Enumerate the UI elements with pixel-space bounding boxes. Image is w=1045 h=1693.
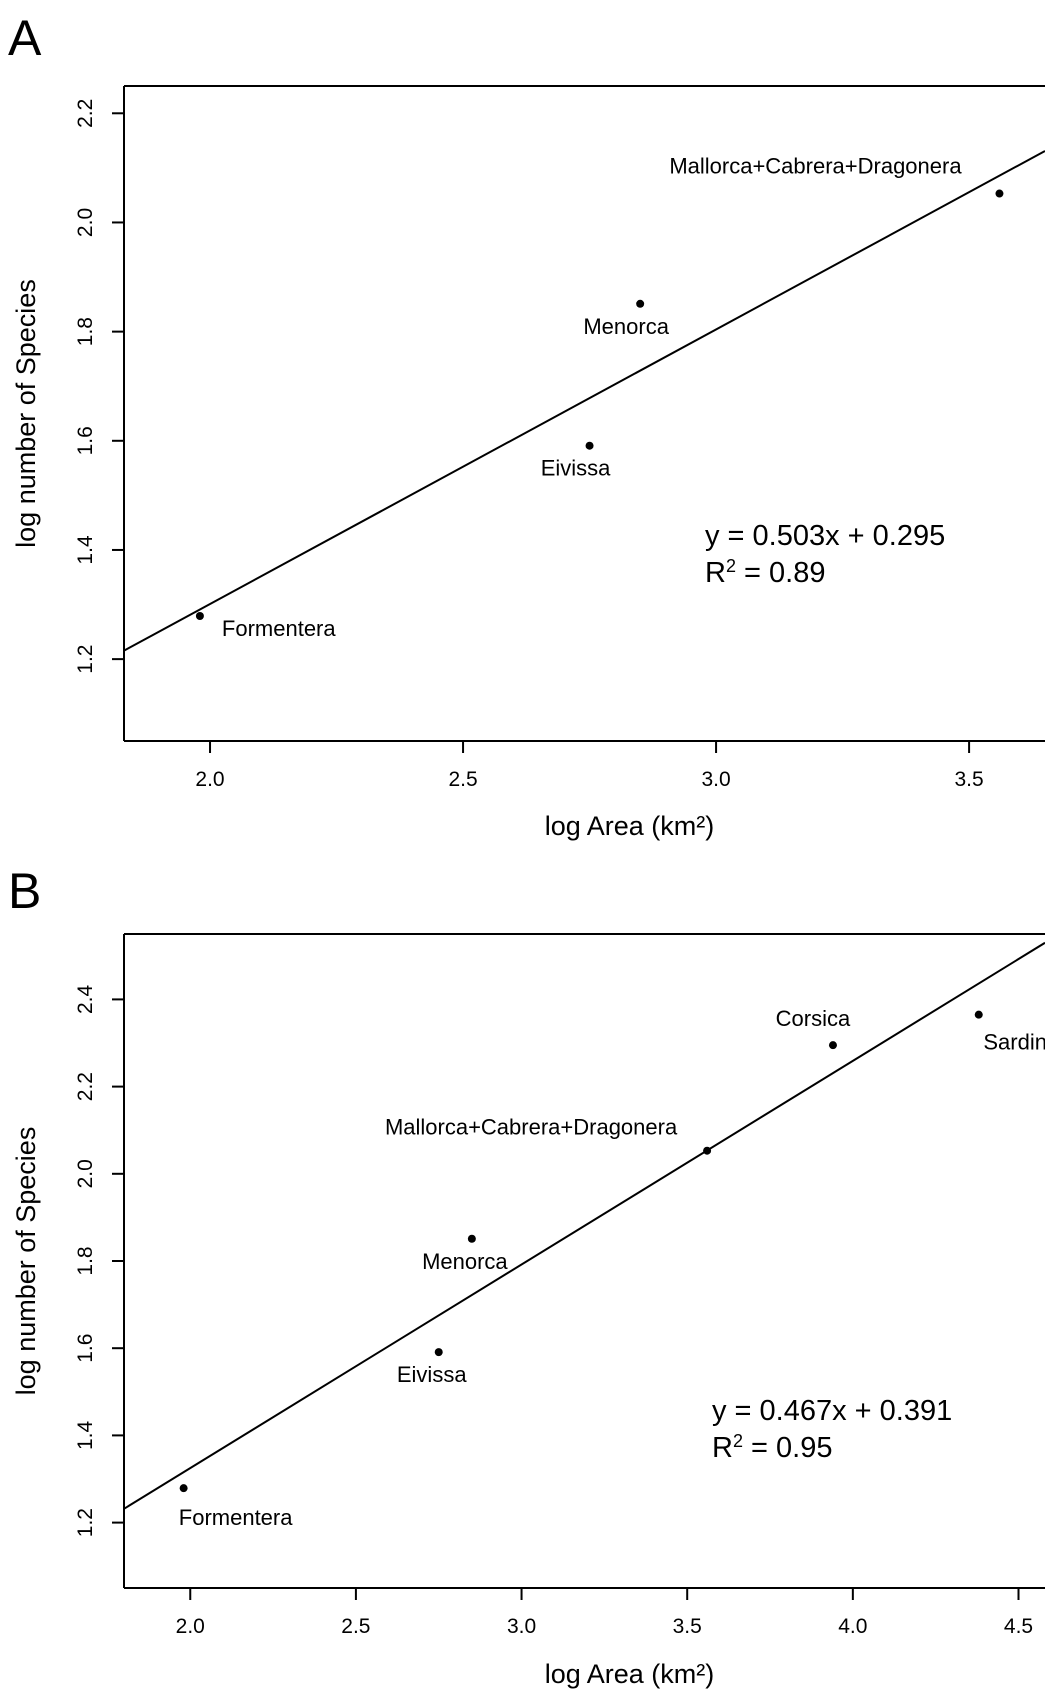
x-axis-label: log Area (km²) — [545, 1659, 715, 1689]
data-point — [995, 189, 1004, 198]
y-tick-label: 1.2 — [74, 1508, 97, 1537]
regression-line — [124, 150, 1045, 652]
x-tick-label: 3.5 — [954, 768, 983, 791]
x-tick-label: 3.5 — [673, 1615, 702, 1638]
regression-equation: y = 0.467x + 0.391 — [712, 1395, 952, 1427]
y-tick-label: 2.0 — [74, 208, 97, 237]
data-point — [467, 1234, 476, 1243]
r-squared-label: R2 = 0.89 — [705, 556, 825, 589]
point-label: Sardinia — [983, 1030, 1045, 1055]
x-tick-label: 4.0 — [838, 1615, 867, 1638]
r-squared-label: R2 = 0.95 — [712, 1431, 832, 1464]
point-label: Menorca — [422, 1249, 508, 1274]
data-point — [636, 299, 645, 308]
x-tick-label: 2.5 — [448, 768, 477, 791]
y-tick-label: 1.2 — [74, 645, 97, 674]
regression-line — [124, 941, 1045, 1510]
x-tick-label: 4.5 — [1004, 1615, 1033, 1638]
data-point — [179, 1484, 188, 1493]
point-label: Formentera — [179, 1505, 293, 1530]
y-axis-label: log number of Species — [11, 279, 41, 548]
x-tick-label: 2.5 — [341, 1615, 370, 1638]
y-tick-label: 1.6 — [74, 1334, 97, 1363]
point-label: Mallorca+Cabrera+Dragonera — [669, 154, 962, 179]
y-tick-label: 1.8 — [74, 1246, 97, 1275]
x-tick-label: 2.0 — [195, 768, 224, 791]
data-point — [434, 1348, 443, 1357]
data-point — [828, 1041, 837, 1050]
y-tick-label: 1.6 — [74, 426, 97, 455]
data-point — [585, 441, 594, 450]
x-tick-label: 3.0 — [701, 768, 730, 791]
point-label: Corsica — [776, 1006, 851, 1031]
point-label: Eivissa — [541, 456, 611, 481]
point-label: Menorca — [583, 314, 669, 339]
y-tick-label: 1.4 — [74, 535, 97, 565]
data-point — [703, 1146, 712, 1155]
panel-letter: A — [8, 10, 42, 66]
point-label: Mallorca+Cabrera+Dragonera — [385, 1115, 678, 1140]
x-axis-label: log Area (km²) — [545, 811, 715, 841]
y-tick-label: 2.0 — [74, 1159, 97, 1188]
y-tick-label: 2.2 — [74, 1072, 97, 1101]
panel-a: A 2.0 2.5 3.0 3.5 1.2 1.4 1.6 1.8 2.0 2.2 log Area … — [8, 10, 1045, 841]
regression-equation: y = 0.503x + 0.295 — [705, 520, 945, 552]
y-axis-label: log number of Species — [11, 1127, 41, 1396]
data-point — [195, 612, 204, 621]
y-tick-label: 2.4 — [74, 984, 97, 1014]
x-tick-label: 3.0 — [507, 1615, 536, 1638]
x-tick-label: 2.0 — [176, 1615, 205, 1638]
y-tick-label: 2.2 — [74, 99, 97, 128]
y-tick-label: 1.4 — [74, 1420, 97, 1450]
y-tick-label: 1.8 — [74, 317, 97, 346]
data-point — [974, 1010, 983, 1019]
point-label: Eivissa — [397, 1362, 467, 1387]
panel-b: B 2.0 2.5 3.0 3.5 4.0 4.5 1.2 1.4 1.6 1.8 2.0 2.2 2.4… — [8, 863, 1045, 1689]
point-label: Formentera — [222, 616, 336, 641]
panel-letter: B — [8, 863, 41, 919]
